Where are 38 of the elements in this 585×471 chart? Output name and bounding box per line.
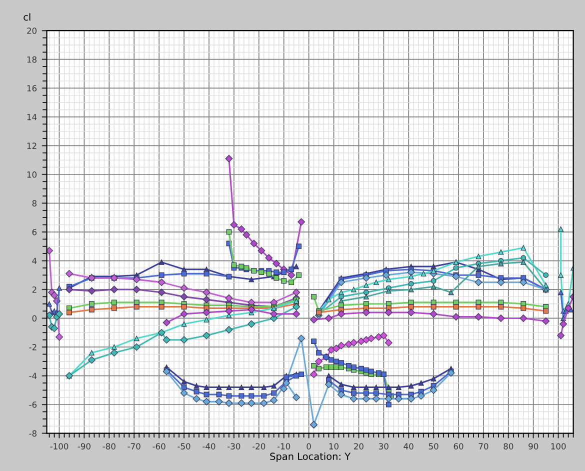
y-tick-label: 12 xyxy=(27,142,36,149)
x-tick-label: -30 xyxy=(228,443,240,450)
x-tick-label: -10 xyxy=(277,443,290,450)
x-tick-label: -90 xyxy=(78,443,90,450)
y-tick-label: 8 xyxy=(32,200,37,206)
x-tick-label: -20 xyxy=(252,443,266,450)
y-tick-label: -6 xyxy=(29,402,37,408)
y-tick-label: 4 xyxy=(32,258,37,264)
x-axis-title: Span Location: Y xyxy=(270,452,351,462)
x-tick-label: 10 xyxy=(329,443,339,450)
x-tick-label: 80 xyxy=(504,443,514,450)
x-tick-label: 20 xyxy=(354,443,364,450)
x-tick-label: 70 xyxy=(478,443,488,450)
x-tick-label: 0 xyxy=(306,443,311,450)
x-tick-label: -40 xyxy=(202,443,216,450)
x-tick-label: -50 xyxy=(178,443,190,450)
y-tick-label: 2 xyxy=(32,286,36,293)
y-tick-label: 16 xyxy=(27,85,37,92)
x-tick-label: -80 xyxy=(102,443,116,450)
x-tick-label: 100 xyxy=(551,443,566,450)
x-tick-label: -100 xyxy=(50,443,68,450)
y-tick-label: 14 xyxy=(27,114,37,120)
y-tick-label: 18 xyxy=(27,56,37,63)
y-tick-label: 0 xyxy=(32,315,37,322)
y-tick-label: -2 xyxy=(29,344,36,350)
y-tick-label: -8 xyxy=(29,430,37,437)
x-tick-label: 90 xyxy=(528,443,538,450)
x-tick-label: -70 xyxy=(128,443,140,450)
x-tick-label: 60 xyxy=(454,443,464,450)
y-tick-label: 10 xyxy=(27,171,37,178)
y-axis-title: cl xyxy=(24,13,30,21)
y-tick-label: -4 xyxy=(29,372,37,379)
y-tick-label: 20 xyxy=(27,28,37,34)
x-tick-label: 50 xyxy=(428,443,438,450)
x-tick-label: 40 xyxy=(404,443,414,450)
x-tick-label: -60 xyxy=(152,443,166,450)
x-tick-label: 30 xyxy=(378,443,388,450)
y-tick-label: 6 xyxy=(32,228,37,236)
